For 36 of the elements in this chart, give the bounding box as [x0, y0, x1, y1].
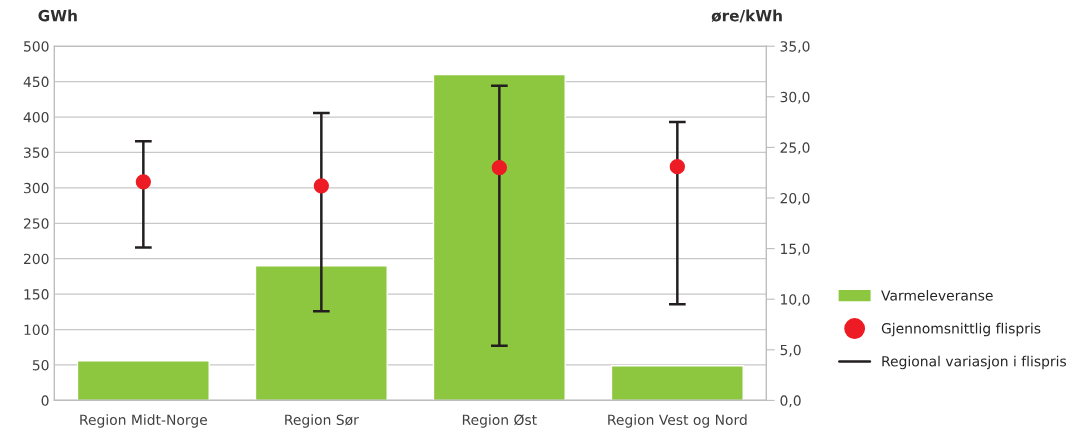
y2-tick-label: 25,0 [780, 142, 810, 155]
y2-tick-label: 30,0 [780, 91, 810, 104]
legend-label: Gjennomsnittlig flispris [881, 322, 1041, 337]
point [313, 178, 329, 194]
bar [610, 364, 744, 401]
y-tick-label: 350 [24, 147, 49, 158]
y-tick-label: 200 [24, 253, 49, 265]
x-tick-label: Region Sør [285, 414, 359, 428]
y-tick-label: 100 [24, 324, 49, 336]
x-tick-label: Region Øst [462, 414, 537, 428]
y-tick-label: 250 [24, 218, 49, 229]
y2-tick-label: 35,0 [780, 41, 810, 54]
bar [76, 360, 210, 401]
x-tick-label: Region Vest og Nord [608, 414, 747, 428]
y-tick-label: 450 [23, 76, 49, 88]
y-axis-title: GWh [38, 9, 77, 22]
y2-tick-label: 10,0 [781, 294, 810, 307]
y2-tick-label: 20,0 [780, 192, 810, 205]
text: Regional variasjon i flispris [882, 355, 1067, 370]
x-tick-label: Region Midt-Norge [80, 414, 207, 428]
point [491, 160, 507, 176]
y2-tick-label: 0,0 [780, 395, 801, 408]
point [669, 158, 685, 175]
bar [254, 265, 388, 401]
y2-axis-title: øre/kWh [711, 9, 782, 23]
y-tick-label: 400 [23, 112, 49, 123]
legend-label: Varmeleveranse [881, 289, 993, 301]
point [135, 174, 151, 190]
y-tick-label: 0 [41, 395, 49, 406]
y-tick-label: 150 [24, 289, 49, 300]
y-tick-label: 50 [32, 359, 49, 371]
y2-tick-label: 15,0 [781, 243, 810, 256]
y2-tick-label: 5,0 [780, 344, 801, 357]
y-tick-label: 500 [24, 41, 49, 52]
y-tick-label: 300 [24, 182, 49, 194]
bar [432, 73, 566, 401]
